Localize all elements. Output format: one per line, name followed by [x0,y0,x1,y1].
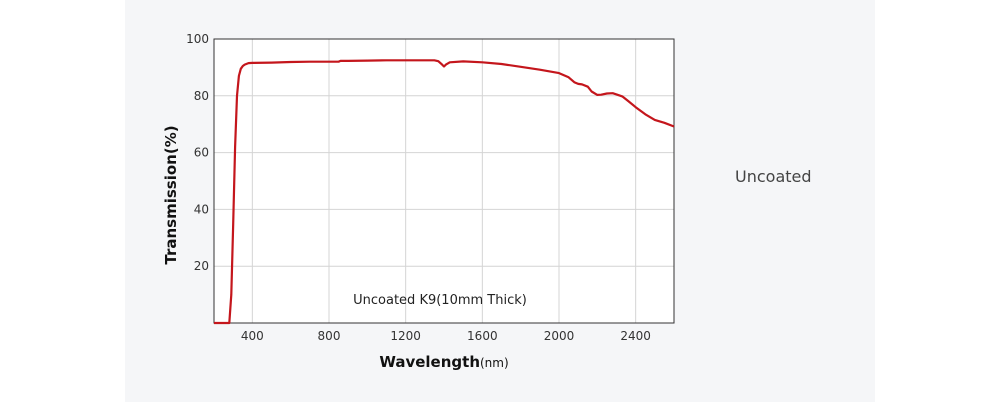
y-tick-label: 60 [194,146,209,160]
x-tick-label: 2400 [620,329,651,343]
x-tick-labels: 400 800 1200 1600 2000 2400 [241,329,651,343]
x-tick-label: 400 [241,329,264,343]
plot-frame [213,38,675,324]
x-axis-title: Wavelength(nm) [379,353,508,371]
y-tick-labels: 20 40 60 80 100 [186,32,209,273]
y-tick-label: 40 [194,202,209,216]
coating-label: Uncoated [735,167,812,186]
x-tick-label: 2000 [544,329,575,343]
y-tick-label: 20 [194,259,209,273]
x-axis-unit: (nm) [480,356,509,370]
y-axis-title: Transmission(%) [162,125,180,264]
x-axis-label: Wavelength [379,353,480,371]
y-tick-label: 100 [186,32,209,46]
chart-annotation: Uncoated K9(10mm Thick) [353,293,527,308]
plot-area [214,39,674,323]
x-tick-label: 800 [318,329,341,343]
series-line-transmission [214,59,675,325]
y-tick-label: 80 [194,89,209,103]
x-tick-label: 1600 [467,329,498,343]
x-tick-label: 1200 [390,329,421,343]
